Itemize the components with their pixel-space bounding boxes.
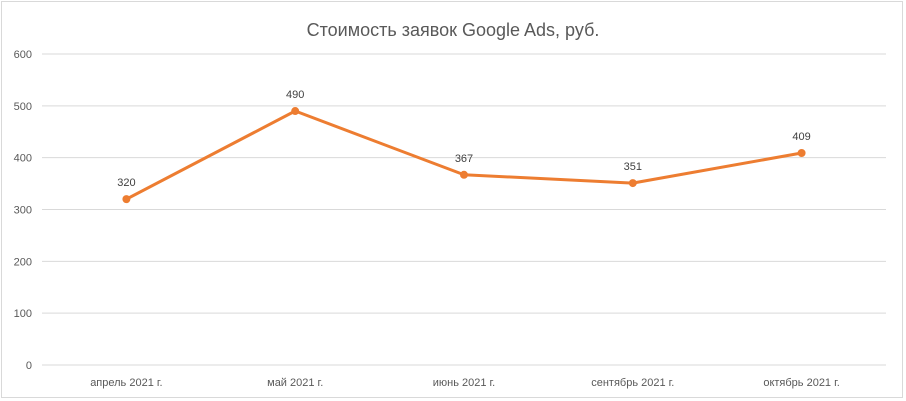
y-tick-label-0: 0 (26, 360, 32, 372)
y-tick-label-100: 100 (14, 308, 32, 320)
y-tick-label-300: 300 (14, 205, 32, 217)
data-label: 351 (624, 161, 642, 173)
x-tick-label: июнь 2021 г. (433, 377, 496, 389)
data-point (797, 149, 806, 158)
data-point (460, 170, 468, 179)
y-tick-label-200: 200 (14, 256, 32, 268)
data-point (628, 179, 637, 188)
data-labels: 320 490 367 351 409 (117, 89, 811, 189)
x-tick-label: октябрь 2021 г. (763, 377, 840, 389)
data-label: 409 (792, 131, 810, 143)
x-tick-label: апрель 2021 г. (90, 377, 162, 389)
x-axis-tick-labels: апрель 2021 г. май 2021 г. июнь 2021 г. сен… (90, 377, 840, 389)
y-axis-tick-labels: 0 100 200 300 400 500 600 (14, 49, 32, 372)
data-point (122, 195, 131, 204)
x-tick-label: сентябрь 2021 г. (591, 377, 674, 389)
y-tick-label-400: 400 (14, 153, 32, 165)
series (122, 107, 806, 204)
x-tick-label: май 2021 г. (267, 377, 323, 389)
data-point (291, 107, 300, 116)
data-label: 320 (117, 177, 135, 189)
y-tick-label-500: 500 (14, 101, 32, 113)
gridlines (42, 53, 886, 366)
data-label: 490 (286, 89, 304, 101)
y-tick-label-600: 600 (14, 49, 32, 61)
data-label: 367 (455, 153, 473, 165)
chart-title: Стоимость заявок Google Ads, руб. (307, 20, 600, 40)
